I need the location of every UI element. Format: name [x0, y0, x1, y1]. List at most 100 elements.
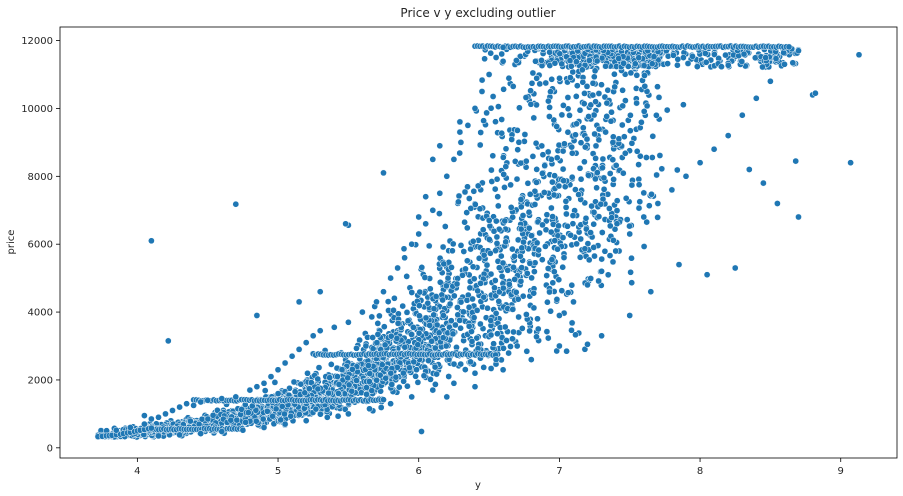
- scatter-point: [410, 324, 417, 331]
- scatter-point: [590, 208, 598, 216]
- scatter-point: [327, 361, 335, 368]
- scatter-point: [505, 349, 512, 357]
- scatter-point: [581, 158, 588, 166]
- scatter-point: [603, 113, 611, 120]
- scatter-point: [380, 323, 388, 331]
- scatter-point: [595, 277, 602, 285]
- scatter-point: [455, 192, 463, 200]
- scatter-point: [439, 296, 446, 304]
- scatter-point: [317, 410, 324, 418]
- scatter-point: [526, 190, 534, 198]
- scatter-point: [590, 220, 598, 228]
- scatter-point: [399, 302, 407, 310]
- scatter-point: [427, 376, 434, 383]
- scatter-point: [274, 390, 282, 397]
- scatter-point: [670, 51, 677, 59]
- scatter-point: [505, 74, 513, 82]
- scatter-point: [693, 63, 701, 70]
- scatter-point: [463, 209, 471, 216]
- scatter-point: [609, 258, 617, 266]
- scatter-point: [628, 254, 635, 262]
- scatter-point: [560, 254, 568, 261]
- scatter-point: [585, 57, 593, 64]
- scatter-point: [581, 143, 589, 151]
- scatter-point: [518, 325, 526, 332]
- scatter-point: [465, 303, 473, 311]
- scatter-point: [560, 177, 567, 185]
- scatter-point: [493, 240, 501, 247]
- scatter-point: [577, 235, 585, 243]
- scatter-point: [513, 175, 521, 183]
- scatter-point: [384, 298, 392, 305]
- scatter-point: [563, 210, 570, 218]
- scatter-point: [643, 102, 651, 110]
- scatter-point: [499, 284, 507, 292]
- scatter-point: [724, 61, 732, 69]
- scatter-point: [654, 83, 661, 91]
- scatter-point: [606, 170, 614, 177]
- scatter-point: [643, 154, 650, 161]
- scatter-point: [511, 158, 519, 165]
- scatter-point: [349, 365, 356, 373]
- scatter-point: [674, 61, 681, 69]
- scatter-point: [633, 147, 641, 155]
- scatter-point: [610, 176, 617, 183]
- scatter-point: [572, 131, 579, 139]
- scatter-point: [502, 145, 510, 153]
- scatter-point: [523, 347, 531, 355]
- scatter-point: [518, 244, 526, 252]
- scatter-point: [519, 212, 527, 219]
- scatter-point: [481, 55, 488, 63]
- scatter-point: [523, 270, 531, 277]
- scatter-point: [489, 152, 497, 160]
- scatter-point: [492, 217, 500, 225]
- scatter-point: [531, 201, 539, 208]
- scatter-point: [477, 129, 485, 136]
- scatter-point: [689, 52, 696, 60]
- scatter-point: [412, 372, 419, 380]
- scatter-point: [457, 242, 465, 249]
- scatter-point: [470, 187, 478, 195]
- scatter-point: [566, 74, 574, 81]
- scatter-point: [718, 63, 725, 71]
- scatter-point: [468, 338, 476, 345]
- scatter-point: [505, 281, 513, 288]
- scatter-point: [469, 263, 477, 271]
- scatter-point: [259, 415, 267, 423]
- scatter-point: [513, 57, 520, 64]
- chart-title: Price v y excluding outlier: [400, 6, 555, 20]
- scatter-point: [261, 387, 269, 394]
- scatter-point: [559, 165, 567, 173]
- scatter-point: [558, 111, 566, 119]
- scatter-point: [633, 99, 640, 107]
- scatter-point: [465, 322, 473, 330]
- scatter-point: [480, 364, 488, 371]
- scatter-point: [658, 165, 666, 173]
- scatter-point: [600, 174, 608, 182]
- scatter-point: [404, 317, 412, 325]
- scatter-point: [463, 224, 471, 232]
- scatter-point: [431, 344, 439, 352]
- scatter-point: [382, 374, 390, 382]
- scatter-point: [497, 252, 505, 260]
- scatter-point: [538, 57, 545, 64]
- scatter-point: [645, 202, 653, 210]
- scatter-point: [415, 302, 423, 309]
- scatter-point: [560, 102, 567, 109]
- scatter-point: [549, 178, 556, 186]
- scatter-point: [569, 212, 577, 219]
- scatter-point: [701, 50, 709, 57]
- scatter-point: [471, 201, 479, 208]
- scatter-point: [592, 142, 600, 150]
- scatter-point: [530, 114, 538, 122]
- scatter-point: [271, 379, 279, 386]
- scatter-point: [501, 323, 509, 331]
- scatter-point: [414, 379, 422, 386]
- scatter-point: [334, 373, 341, 380]
- scatter-point: [512, 288, 520, 296]
- scatter-point: [628, 139, 636, 147]
- scatter-point: [635, 181, 643, 189]
- scatter-point: [613, 207, 621, 214]
- scatter-point: [454, 275, 461, 282]
- scatter-point: [568, 149, 576, 157]
